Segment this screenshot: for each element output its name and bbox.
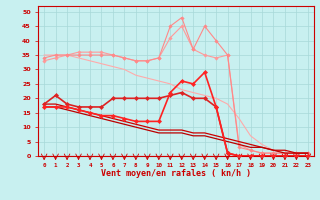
X-axis label: Vent moyen/en rafales ( kn/h ): Vent moyen/en rafales ( kn/h ) <box>101 169 251 178</box>
